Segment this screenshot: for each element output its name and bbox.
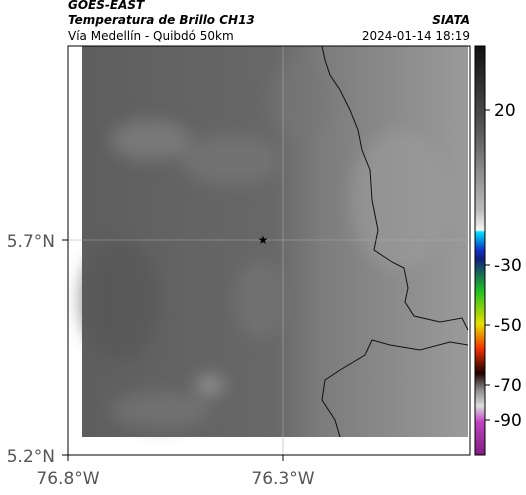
satellite: GOES-EAST: [68, 0, 145, 12]
source: SIATA: [432, 13, 470, 27]
lat-tick-label: 5.7°N: [7, 232, 55, 252]
lon-tick-label: 76.3°W: [251, 469, 314, 489]
colorbar-tick-label: -30: [494, 256, 522, 276]
lat-tick-label: 5.2°N: [7, 447, 55, 467]
colorbar-tick-label: -50: [494, 316, 522, 336]
satellite-image: [80, 45, 469, 438]
colorbar-tick-label: 20: [494, 101, 516, 121]
colorbar-tick-label: -90: [494, 411, 522, 431]
map-frame: [67, 45, 471, 456]
colorbar-tick-label: -70: [494, 376, 522, 396]
lon-tick-label: 76.8°W: [36, 469, 99, 489]
region: Vía Medellín - Quibdó 50km: [68, 29, 234, 43]
location-marker: ★: [258, 233, 269, 247]
product: Temperatura de Brillo CH13: [68, 13, 255, 27]
timestamp: 2024-01-14 18:19: [362, 29, 470, 43]
colorbar: [474, 45, 486, 456]
